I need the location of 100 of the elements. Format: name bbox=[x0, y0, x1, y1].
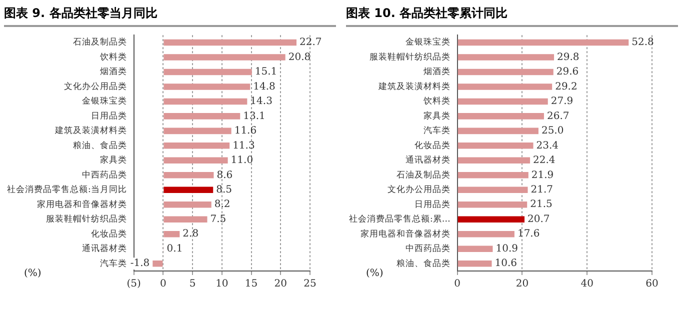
y-tick-label: 服装鞋帽针纺织品类 bbox=[369, 51, 450, 62]
data-label: 10.6 bbox=[494, 258, 518, 270]
bar bbox=[458, 246, 493, 252]
y-tick-label: 化妆品类 bbox=[90, 228, 127, 240]
y-tick-label: 汽车类 bbox=[423, 125, 450, 136]
data-label: 25.0 bbox=[541, 126, 564, 137]
bar bbox=[164, 157, 228, 164]
y-tick-label: 饮料类 bbox=[98, 51, 127, 62]
bar bbox=[164, 68, 252, 76]
x-tick-label: 25 bbox=[304, 278, 316, 290]
bar bbox=[458, 68, 554, 76]
y-tick-label: 服装鞋帽针纺织品类 bbox=[46, 214, 127, 225]
data-label: 15.1 bbox=[254, 66, 278, 78]
y-tick-label: 家具类 bbox=[423, 110, 450, 122]
x-tick-label: 40 bbox=[580, 278, 594, 290]
y-tick-label: 家用电器和音像器材类 bbox=[360, 228, 450, 240]
bar bbox=[164, 54, 286, 60]
data-label: -1.8 bbox=[130, 258, 150, 270]
y-tick-label: 建筑及装潢材料类 bbox=[377, 80, 450, 92]
bar bbox=[164, 172, 214, 178]
bar bbox=[458, 231, 514, 238]
y-tick-label: 文化办公用品类 bbox=[387, 184, 450, 196]
bar bbox=[458, 128, 538, 134]
y-tick-label: 建筑及装潢材料类 bbox=[54, 125, 127, 136]
bar bbox=[164, 98, 248, 105]
bar bbox=[164, 186, 214, 194]
data-label: 21.9 bbox=[531, 170, 554, 181]
y-tick-label: 社会消费品零售总额:当月同比 bbox=[6, 184, 127, 196]
y-tick-label: 日用品类 bbox=[414, 198, 450, 210]
x-tick-label: 60 bbox=[646, 278, 658, 290]
y-tick-label: 化妆品类 bbox=[414, 140, 450, 151]
y-tick-label: 通讯器材类 bbox=[82, 243, 127, 254]
data-label: 26.7 bbox=[546, 110, 570, 122]
data-label: 7.5 bbox=[210, 214, 226, 225]
bar bbox=[164, 142, 230, 149]
data-label: 11.6 bbox=[234, 126, 257, 137]
y-tick-label: 中西药品类 bbox=[405, 243, 450, 254]
bar bbox=[458, 113, 544, 120]
data-label: 8.2 bbox=[214, 199, 230, 210]
y-tick-label: 社会消费品零售总额:累… bbox=[348, 214, 450, 225]
y-tick-label: 家具类 bbox=[100, 154, 127, 166]
bar bbox=[458, 39, 629, 46]
data-label: 0.1 bbox=[166, 243, 183, 254]
bar bbox=[164, 202, 212, 208]
data-label: 21.7 bbox=[530, 184, 554, 196]
bar bbox=[458, 157, 530, 164]
data-label: 14.3 bbox=[250, 96, 272, 108]
y-tick-label: 通讯器材类 bbox=[405, 154, 450, 166]
data-label: 8.5 bbox=[216, 184, 232, 196]
bar bbox=[164, 84, 250, 90]
x-tick-label: 20 bbox=[516, 278, 529, 290]
x-tick-label: 0 bbox=[160, 278, 166, 290]
text: (%) bbox=[366, 268, 384, 279]
data-label: 21.5 bbox=[530, 199, 552, 210]
y-tick-label: 石油及制品类 bbox=[396, 169, 450, 180]
data-label: 27.9 bbox=[550, 96, 574, 108]
data-label: 2.8 bbox=[182, 228, 199, 240]
x-tick-label: 10 bbox=[216, 278, 228, 290]
data-label: 11.3 bbox=[232, 140, 255, 152]
y-tick-label: 文化办公用品类 bbox=[64, 80, 127, 92]
y-tick-label: 烟酒类 bbox=[423, 66, 450, 78]
data-label: 22.7 bbox=[299, 37, 322, 48]
y-tick-label: 中西药品类 bbox=[82, 169, 127, 180]
y-tick-label: 烟酒类 bbox=[100, 66, 127, 78]
y-tick-label: 日用品类 bbox=[90, 110, 127, 122]
bar bbox=[152, 260, 163, 267]
y-tick-label: 汽车类 bbox=[100, 258, 127, 269]
data-label: 20.7 bbox=[528, 214, 550, 225]
y-tick-label: 金银珠宝类 bbox=[405, 36, 450, 48]
data-label: 14.8 bbox=[253, 81, 276, 92]
bar bbox=[164, 39, 296, 46]
data-label: 52.8 bbox=[632, 37, 654, 48]
bar bbox=[458, 260, 492, 267]
x-tick-label: 15 bbox=[244, 278, 258, 290]
x-tick-label: (5) bbox=[126, 278, 142, 290]
y-tick-label: 家用电器和音像器材类 bbox=[36, 198, 127, 210]
chart-title: 图表 9. 各品类社零当月同比 bbox=[4, 0, 336, 27]
data-label: 10.9 bbox=[496, 243, 518, 254]
data-label: 11.0 bbox=[230, 155, 254, 166]
bar bbox=[164, 128, 232, 134]
x-tick-label: 5 bbox=[189, 278, 196, 290]
y-tick-label: 粮油、食品类 bbox=[72, 140, 127, 151]
y-tick-label: 石油及制品类 bbox=[72, 36, 127, 48]
bar bbox=[458, 84, 552, 90]
data-label: 13.1 bbox=[243, 110, 266, 122]
x-tick-label: 0 bbox=[454, 278, 461, 290]
bar bbox=[164, 231, 180, 238]
data-label: 22.4 bbox=[533, 155, 556, 166]
text: (%) bbox=[24, 268, 42, 279]
data-label: 23.4 bbox=[536, 140, 559, 152]
x-tick-label: 20 bbox=[274, 278, 288, 290]
data-label: 20.8 bbox=[288, 52, 311, 63]
bar bbox=[458, 142, 534, 149]
bar bbox=[164, 113, 240, 120]
bar bbox=[458, 186, 528, 194]
bar bbox=[164, 216, 208, 223]
bar bbox=[458, 54, 554, 60]
y-tick-label: 饮料类 bbox=[422, 96, 450, 107]
bar bbox=[458, 202, 528, 208]
data-label: 17.6 bbox=[517, 228, 540, 240]
